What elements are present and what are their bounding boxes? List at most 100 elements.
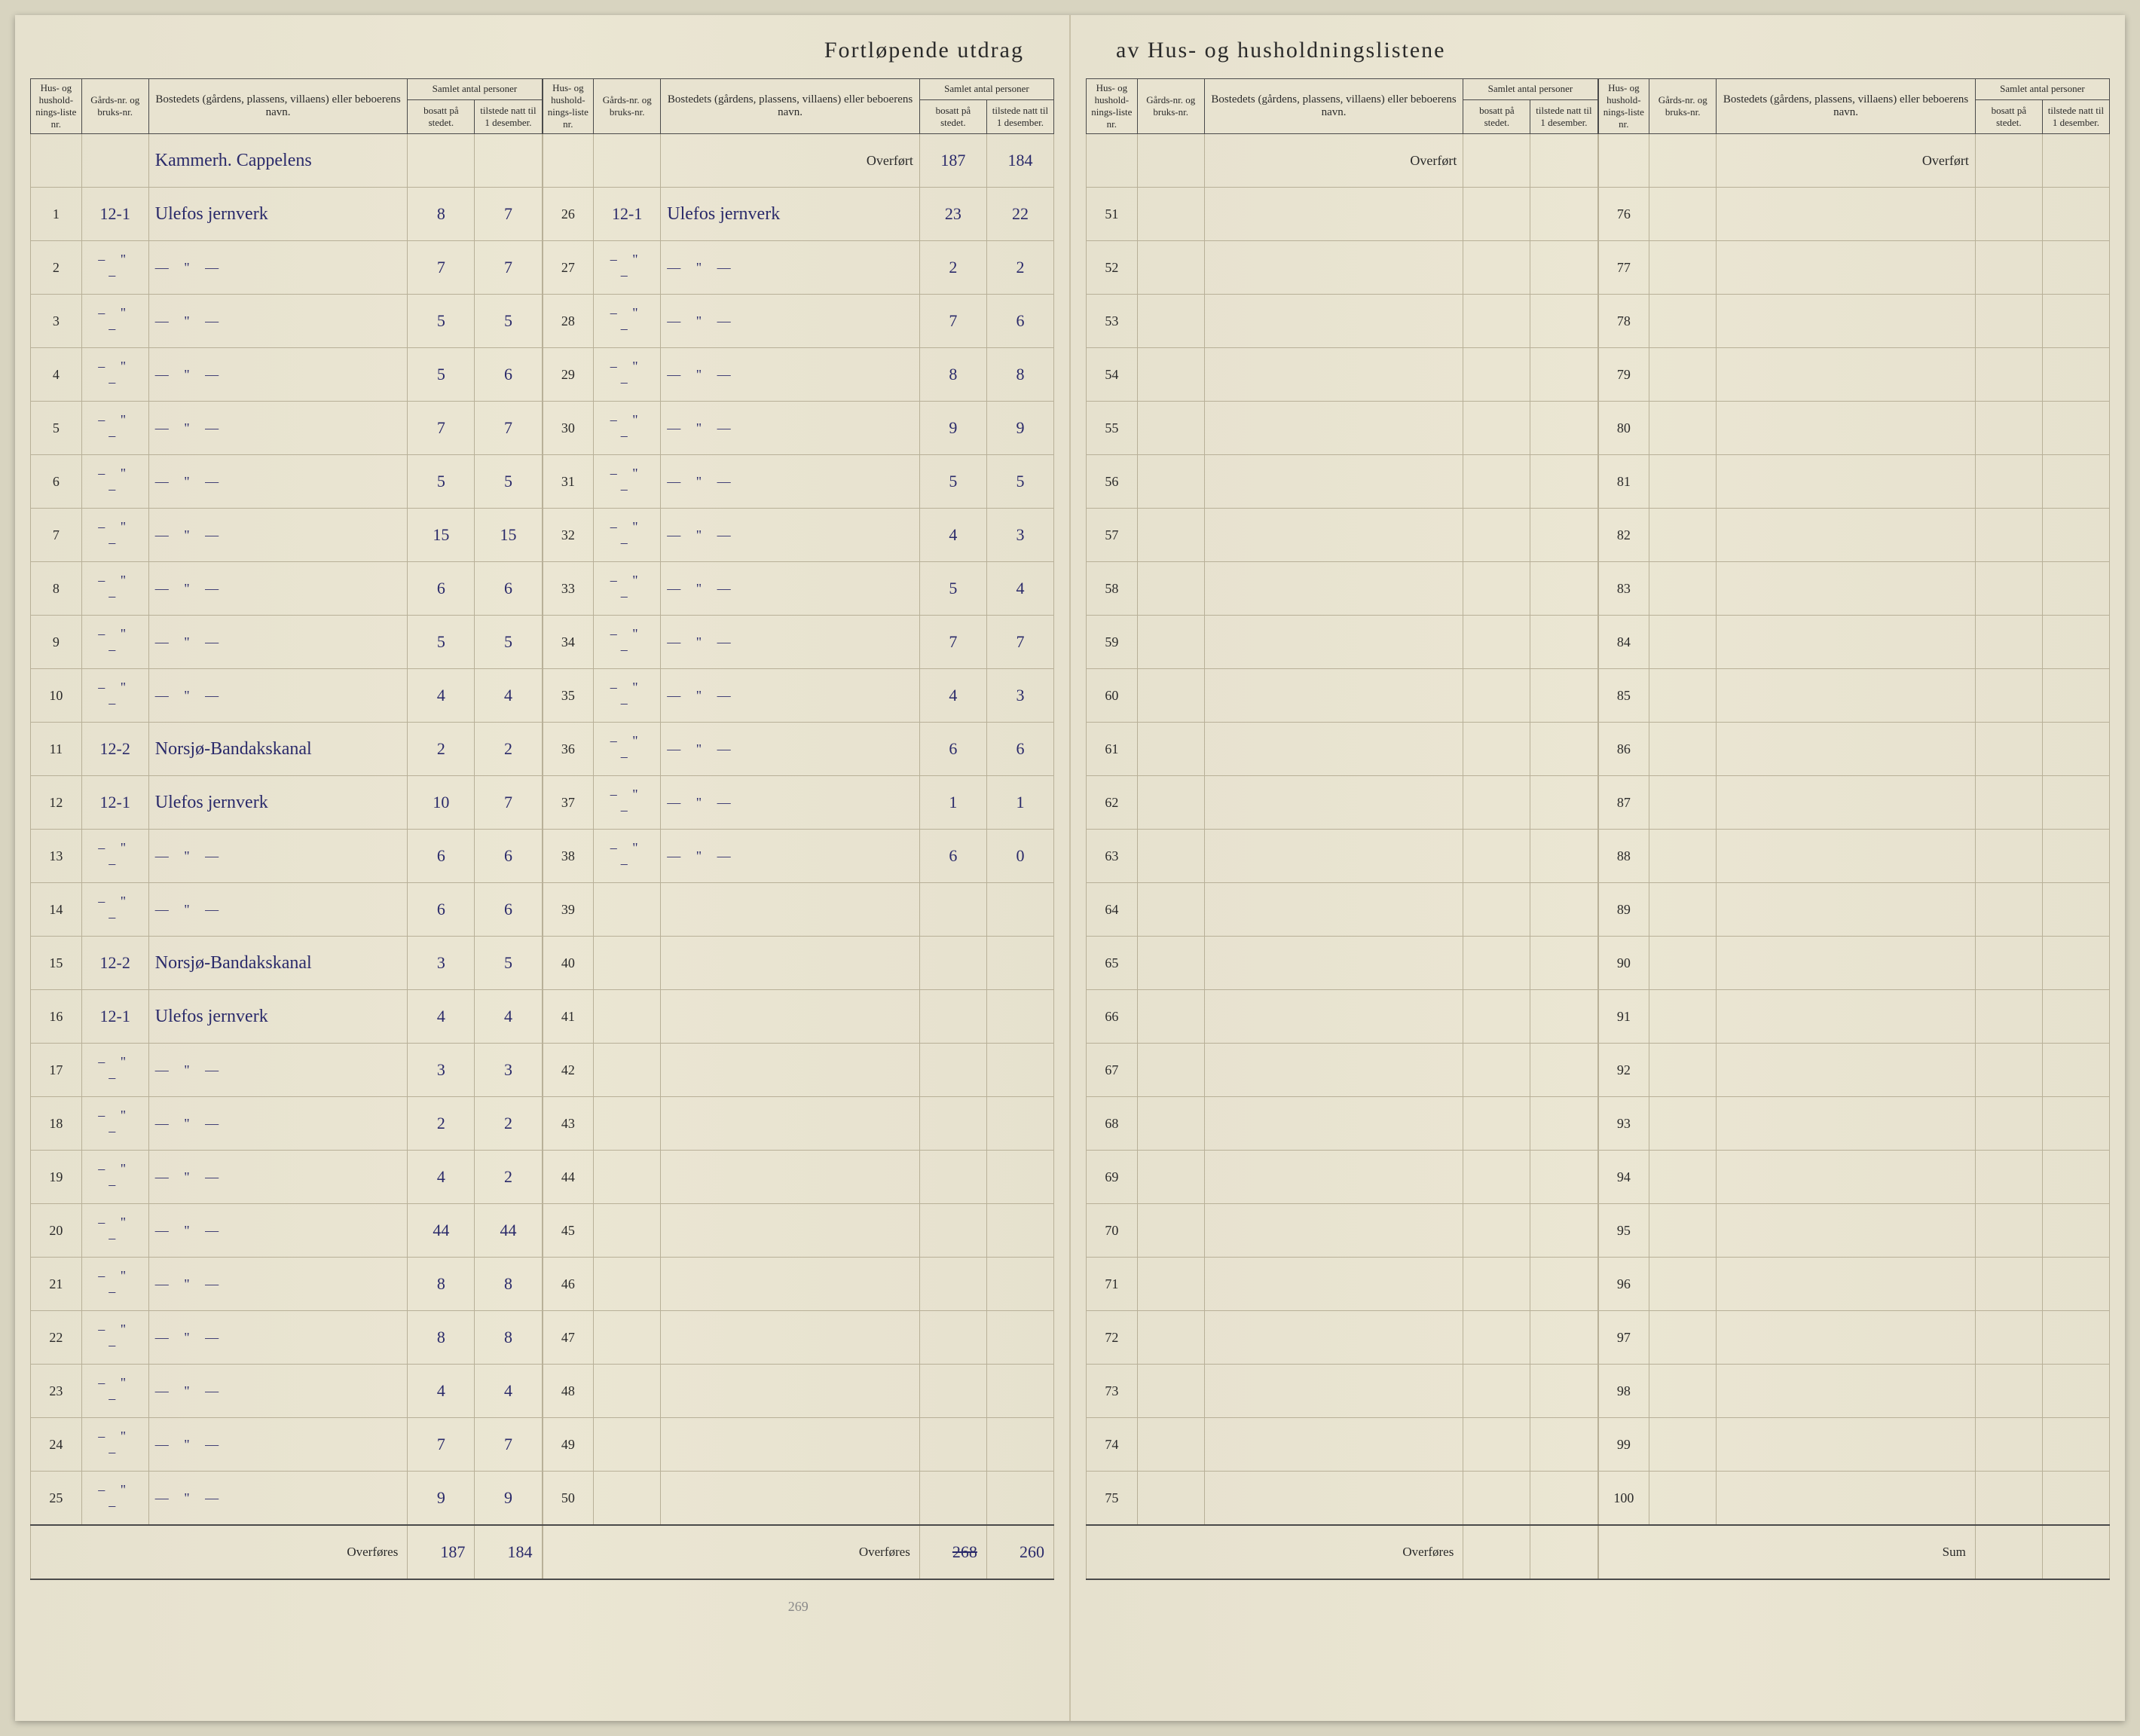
overfores-label: Overføres bbox=[31, 1525, 408, 1579]
tilstede-cell: 7 bbox=[986, 616, 1053, 669]
gards-cell: – " – bbox=[594, 723, 661, 776]
table-row: 67 bbox=[1087, 1044, 1598, 1097]
table-row: 77 bbox=[1598, 241, 2110, 295]
table-row: 4– " –— " —56 bbox=[31, 348, 543, 402]
left-col-1: Hus- og hushold-nings-liste nr. Gårds-nr… bbox=[30, 78, 543, 1633]
gards-cell bbox=[594, 1097, 661, 1151]
row-number: 91 bbox=[1598, 990, 1649, 1044]
table-row: 41 bbox=[543, 990, 1054, 1044]
row-number: 27 bbox=[543, 241, 594, 295]
row-number: 20 bbox=[31, 1204, 82, 1258]
bosted-cell: — " — bbox=[148, 562, 408, 616]
tilstede-cell bbox=[986, 1472, 1053, 1526]
row-number: 31 bbox=[543, 455, 594, 509]
row-number: 76 bbox=[1598, 188, 1649, 241]
row-number: 13 bbox=[31, 830, 82, 883]
row-number: 39 bbox=[543, 883, 594, 937]
bosatt-cell: 7 bbox=[919, 295, 986, 348]
bosatt-cell: 2 bbox=[408, 1097, 475, 1151]
tilstede-cell: 1 bbox=[986, 776, 1053, 830]
bosatt-cell: 9 bbox=[919, 402, 986, 455]
tilstede-cell: 4 bbox=[986, 562, 1053, 616]
right-col-2: Hus- og hushold-nings-liste nr. Gårds-nr… bbox=[1598, 78, 2111, 1580]
overfort-bo: 187 bbox=[940, 151, 965, 170]
row-number: 14 bbox=[31, 883, 82, 937]
row-number: 45 bbox=[543, 1204, 594, 1258]
table-row: 60 bbox=[1087, 669, 1598, 723]
tilstede-cell: 3 bbox=[986, 669, 1053, 723]
bosted-cell bbox=[661, 1097, 920, 1151]
tilstede-cell: 8 bbox=[986, 348, 1053, 402]
bosatt-cell: 7 bbox=[919, 616, 986, 669]
bosted-cell: — " — bbox=[148, 830, 408, 883]
row-number: 22 bbox=[31, 1311, 82, 1365]
row-number: 98 bbox=[1598, 1365, 1649, 1418]
tilstede-cell: 9 bbox=[475, 1472, 542, 1526]
row-number: 75 bbox=[1087, 1472, 1138, 1526]
table-row: 1112-2Norsjø-Bandakskanal22 bbox=[31, 723, 543, 776]
table-row: 71 bbox=[1087, 1258, 1598, 1311]
total-bo: 187 bbox=[440, 1542, 465, 1561]
gards-cell: – " – bbox=[81, 883, 148, 937]
row-number: 16 bbox=[31, 990, 82, 1044]
row-number: 21 bbox=[31, 1258, 82, 1311]
table-row: 69 bbox=[1087, 1151, 1598, 1204]
table-row: 3– " –— " —55 bbox=[31, 295, 543, 348]
tilstede-cell: 8 bbox=[475, 1258, 542, 1311]
row-number: 50 bbox=[543, 1472, 594, 1526]
gards-cell: – " – bbox=[81, 241, 148, 295]
gards-cell: – " – bbox=[81, 402, 148, 455]
bosatt-cell: 6 bbox=[408, 830, 475, 883]
table-row: 6– " –— " —55 bbox=[31, 455, 543, 509]
bosatt-cell: 15 bbox=[408, 509, 475, 562]
overfores-row: Overføres 268 260 bbox=[543, 1525, 1054, 1579]
row-number: 73 bbox=[1087, 1365, 1138, 1418]
table-row: 87 bbox=[1598, 776, 2110, 830]
table-row: 56 bbox=[1087, 455, 1598, 509]
row-number: 88 bbox=[1598, 830, 1649, 883]
table-row: 25– " –— " —99 bbox=[31, 1472, 543, 1526]
bosatt-cell: 44 bbox=[408, 1204, 475, 1258]
tilstede-cell bbox=[986, 883, 1053, 937]
bosatt-cell: 4 bbox=[919, 509, 986, 562]
table-row: 29– " –— " —88 bbox=[543, 348, 1054, 402]
bosted-cell: — " — bbox=[148, 1311, 408, 1365]
row-number: 95 bbox=[1598, 1204, 1649, 1258]
row-number: 74 bbox=[1087, 1418, 1138, 1472]
bosted-cell: — " — bbox=[148, 241, 408, 295]
bosatt-cell: 7 bbox=[408, 402, 475, 455]
table-row: 79 bbox=[1598, 348, 2110, 402]
row-number: 46 bbox=[543, 1258, 594, 1311]
row-number: 70 bbox=[1087, 1204, 1138, 1258]
table-row: 45 bbox=[543, 1204, 1054, 1258]
bosatt-cell: 6 bbox=[919, 723, 986, 776]
bosted-cell: — " — bbox=[661, 830, 920, 883]
tilstede-cell: 7 bbox=[475, 776, 542, 830]
left-page: Fortløpende utdrag Hus- og hushold-nings… bbox=[15, 15, 1071, 1721]
gards-cell bbox=[594, 1151, 661, 1204]
gards-cell: – " – bbox=[81, 295, 148, 348]
table-row: 46 bbox=[543, 1258, 1054, 1311]
bosted-cell bbox=[661, 1472, 920, 1526]
table-row: 92 bbox=[1598, 1044, 2110, 1097]
row-number: 93 bbox=[1598, 1097, 1649, 1151]
row-number: 48 bbox=[543, 1365, 594, 1418]
tilstede-cell bbox=[986, 1204, 1053, 1258]
table-row: 17– " –— " —33 bbox=[31, 1044, 543, 1097]
table-row: 27– " –— " —22 bbox=[543, 241, 1054, 295]
row-number: 41 bbox=[543, 990, 594, 1044]
overfort-row: Overført bbox=[1087, 134, 1598, 188]
table-row: 94 bbox=[1598, 1151, 2110, 1204]
tilstede-cell: 5 bbox=[475, 616, 542, 669]
row-number: 12 bbox=[31, 776, 82, 830]
bosted-cell: — " — bbox=[148, 1258, 408, 1311]
bosatt-cell: 6 bbox=[408, 883, 475, 937]
tilstede-cell: 6 bbox=[475, 562, 542, 616]
bosatt-cell: 8 bbox=[408, 1258, 475, 1311]
table-row: 21– " –— " —88 bbox=[31, 1258, 543, 1311]
bosted-cell: Norsjø-Bandakskanal bbox=[148, 723, 408, 776]
gards-cell: – " – bbox=[81, 1204, 148, 1258]
row-number: 3 bbox=[31, 295, 82, 348]
row-number: 51 bbox=[1087, 188, 1138, 241]
hdr-liste: Hus- og hushold-nings-liste nr. bbox=[543, 79, 594, 134]
